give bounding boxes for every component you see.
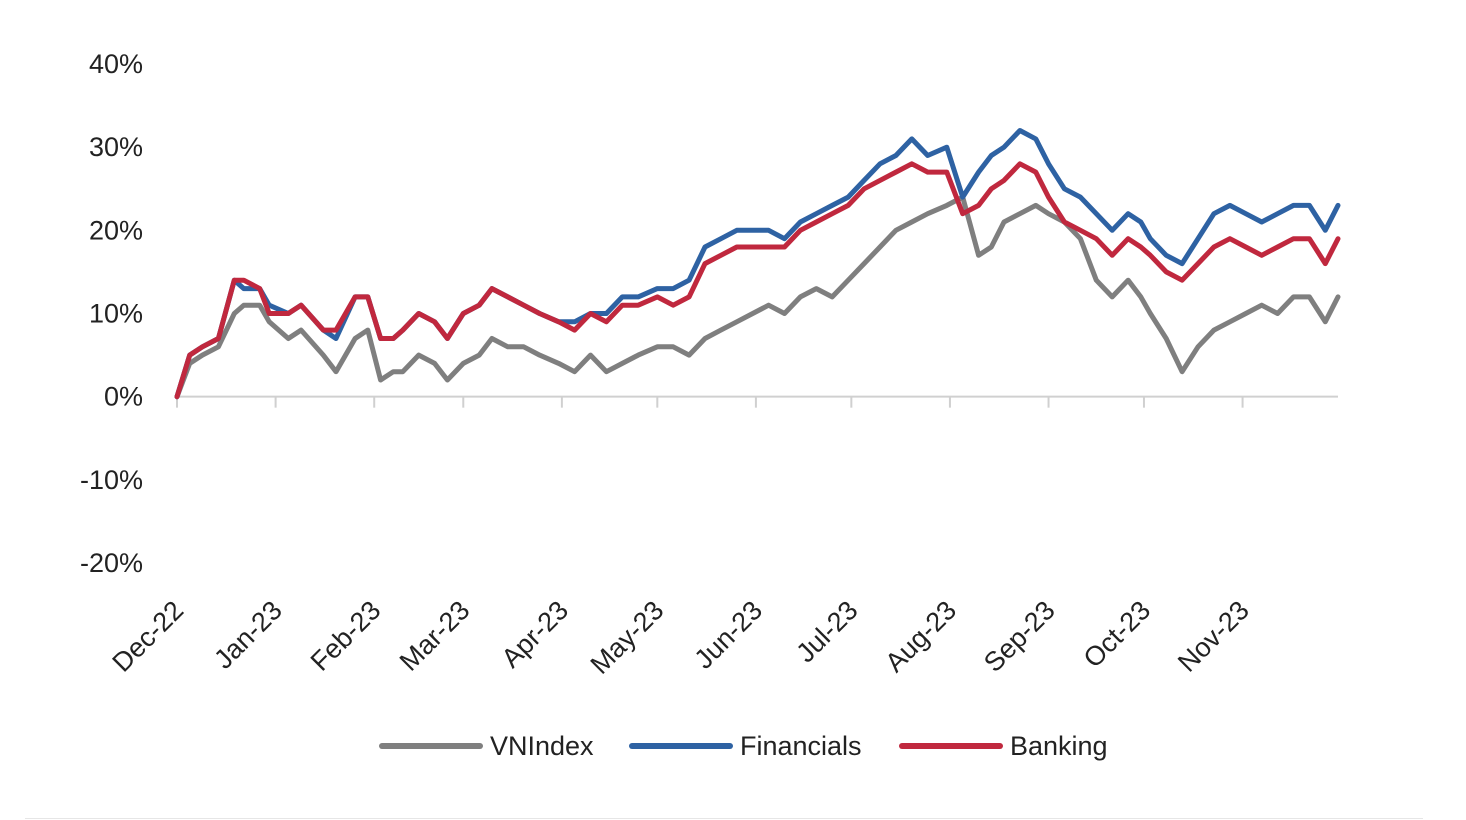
y-tick-label: 20%: [89, 215, 143, 245]
y-tick-label: 30%: [89, 132, 143, 162]
y-tick-label: -10%: [80, 465, 143, 495]
series-line-financials: [174, 128, 1341, 400]
legend-label-vnindex: VNIndex: [490, 731, 594, 761]
y-tick-label: 40%: [89, 49, 143, 79]
x-tick-label: Sep-23: [978, 595, 1061, 678]
x-tick-label: Jul-23: [790, 595, 863, 668]
x-tick-label: May-23: [585, 595, 670, 680]
x-tick-label: Dec-22: [106, 595, 189, 678]
series-line-banking: [174, 161, 1341, 400]
y-axis-tick-labels: 40% 30% 20% 10% 0% -10% -20%: [80, 49, 143, 578]
y-tick-label: 10%: [89, 299, 143, 329]
x-tick-label: Nov-23: [1172, 595, 1255, 678]
x-axis: [176, 395, 1338, 408]
series-lines: [174, 128, 1341, 400]
x-tick-label: Oct-23: [1078, 595, 1157, 674]
legend: VNIndex Financials Banking: [379, 731, 1108, 761]
legend-label-banking: Banking: [1010, 731, 1108, 761]
x-tick-label: Mar-23: [394, 595, 476, 677]
x-tick-label: Aug-23: [879, 595, 962, 678]
legend-label-financials: Financials: [740, 731, 862, 761]
series-line-vnindex: [174, 194, 1341, 400]
y-tick-label: -20%: [80, 548, 143, 578]
y-tick-label: 0%: [104, 382, 143, 412]
x-tick-label: Apr-23: [496, 595, 575, 674]
x-tick-label: Feb-23: [305, 595, 387, 677]
x-tick-label: Jun-23: [689, 595, 769, 675]
x-axis-tick-labels: Dec-22 Jan-23 Feb-23 Mar-23 Apr-23 May-23 Jun-…: [106, 595, 1254, 680]
bottom-divider: [25, 818, 1423, 819]
x-tick-label: Jan-23: [208, 595, 288, 675]
